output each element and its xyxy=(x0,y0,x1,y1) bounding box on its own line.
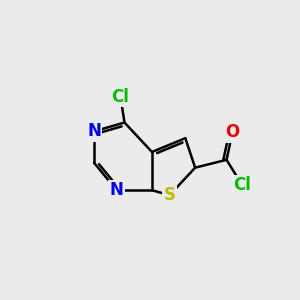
Text: N: N xyxy=(110,181,124,199)
Text: S: S xyxy=(164,186,175,204)
Text: Cl: Cl xyxy=(112,88,130,106)
Text: O: O xyxy=(225,123,240,141)
Text: Cl: Cl xyxy=(233,176,251,194)
Text: N: N xyxy=(87,122,101,140)
